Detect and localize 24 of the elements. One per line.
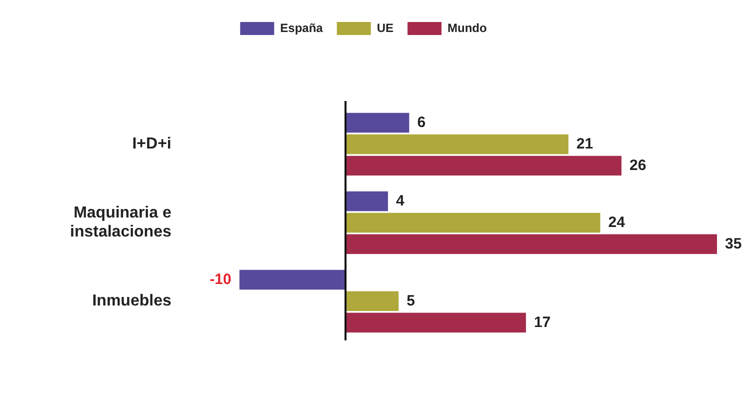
- data-label: 21: [576, 135, 594, 152]
- bar: [346, 234, 717, 254]
- data-label: 24: [608, 214, 626, 231]
- data-label: 26: [629, 156, 646, 174]
- data-label: -10: [210, 270, 232, 288]
- bar: [346, 312, 526, 332]
- bar: [346, 156, 622, 176]
- data-label: 5: [406, 292, 415, 310]
- data-label: 17: [534, 314, 551, 331]
- bar: [346, 212, 600, 233]
- y-tick-label: Maquinaria e instalaciones: [70, 204, 172, 241]
- data-label: 4: [396, 192, 405, 210]
- bar: [346, 291, 399, 312]
- y-tick-label: I+D+i: [132, 136, 172, 153]
- legend-label: España: [280, 20, 324, 35]
- bar: [346, 134, 568, 154]
- y-tick-label: Inmuebles: [92, 292, 172, 310]
- bar: [346, 191, 388, 212]
- legend-label: Mundo: [448, 20, 487, 35]
- bar: [239, 270, 346, 290]
- data-label: 35: [725, 235, 742, 252]
- legend-label: UE: [376, 20, 394, 35]
- bar: [346, 112, 410, 133]
- data-label: 6: [417, 114, 426, 131]
